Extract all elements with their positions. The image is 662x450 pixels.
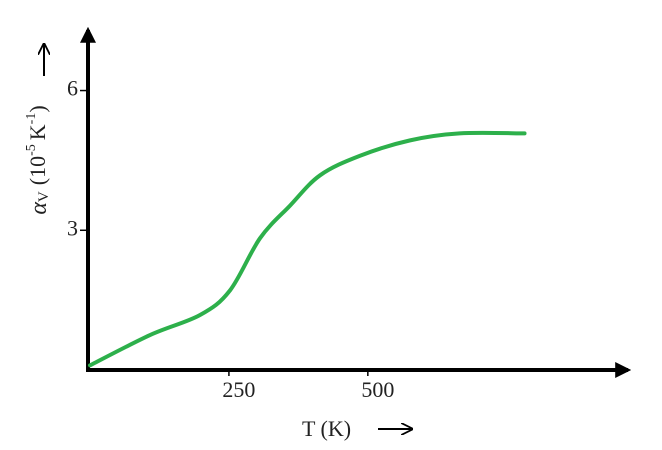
data-line bbox=[88, 130, 527, 368]
y-label-unit: K bbox=[25, 124, 50, 140]
y-label-exp: -5 bbox=[24, 144, 39, 156]
y-label-unit: (10 bbox=[25, 156, 50, 185]
y-label-symbol: α bbox=[26, 202, 52, 215]
y-tick-label: 6 bbox=[67, 76, 78, 101]
y-label-exp: -1 bbox=[24, 113, 39, 125]
y-label-unit: ) bbox=[25, 105, 50, 112]
y-label-subscript: V bbox=[36, 191, 52, 202]
x-tick-label: 250 bbox=[222, 377, 255, 402]
x-axis-label: T (K) bbox=[302, 416, 351, 441]
y-axis-label: αV (10-5 K-1) bbox=[24, 105, 52, 214]
y-tick-label: 3 bbox=[67, 215, 78, 240]
x-tick-label: 500 bbox=[361, 377, 394, 402]
